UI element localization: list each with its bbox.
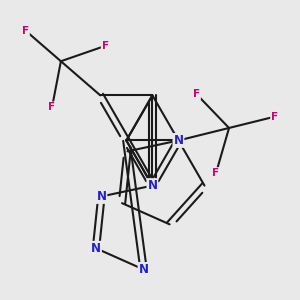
Text: F: F <box>49 102 56 112</box>
Text: F: F <box>271 112 278 122</box>
Text: F: F <box>102 41 109 51</box>
Text: N: N <box>139 263 148 276</box>
Text: F: F <box>22 26 29 35</box>
Text: F: F <box>212 168 220 178</box>
Text: N: N <box>173 134 184 147</box>
Text: N: N <box>91 242 101 255</box>
Text: N: N <box>96 190 106 203</box>
Text: N: N <box>147 179 158 192</box>
Text: F: F <box>193 89 200 99</box>
